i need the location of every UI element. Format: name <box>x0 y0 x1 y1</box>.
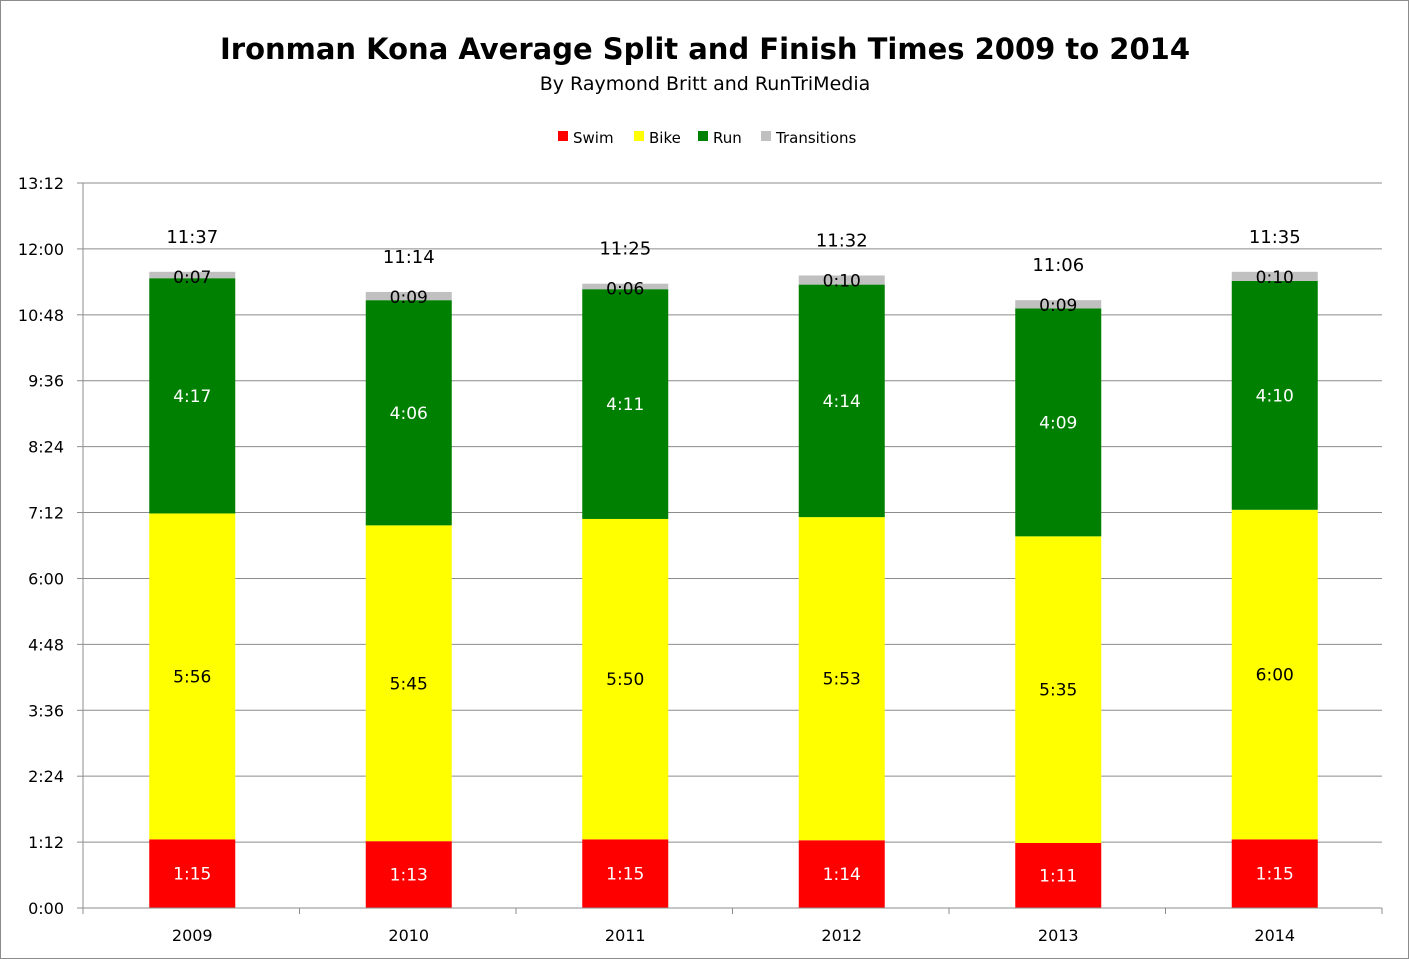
bar-swim-2010 <box>365 841 452 908</box>
bar-transitions-2012 <box>798 275 885 285</box>
data-label-swim: 1:15 <box>1256 865 1294 885</box>
y-tick-label: 4:48 <box>28 635 64 654</box>
legend-swatch-swim <box>558 131 568 141</box>
data-label-transitions: 0:10 <box>1256 268 1294 288</box>
y-tick-label: 2:24 <box>28 767 64 786</box>
legend: Swim Bike Run Transitions <box>558 129 857 147</box>
bar-run-2009 <box>149 278 236 514</box>
legend-swatch-bike <box>634 131 644 141</box>
bar-swim-2012 <box>798 840 885 908</box>
total-label: 11:25 <box>599 239 651 260</box>
bar-bike-2013 <box>1015 536 1102 844</box>
data-label-swim: 1:11 <box>1039 867 1077 887</box>
y-axis: 0:00 1:12 2:24 3:36 4:48 6:00 7:12 8:24 9:36 10:4… <box>18 174 84 918</box>
data-label-swim: 1:14 <box>823 865 861 885</box>
chart-subtitle: By Raymond Britt and RunTriMedia <box>540 73 871 95</box>
data-label-run: 4:06 <box>390 404 428 424</box>
bar-swim-2009 <box>149 839 236 908</box>
bar-run-2011 <box>582 289 669 519</box>
total-label: 11:37 <box>166 227 218 248</box>
y-tick-label: 1:12 <box>28 833 64 852</box>
bar-swim-2011 <box>582 839 669 908</box>
legend-label-swim: Swim <box>573 129 614 147</box>
bar-swim-2013 <box>1015 843 1102 908</box>
data-label-swim: 1:15 <box>173 865 211 885</box>
data-label-transitions: 0:06 <box>606 280 644 300</box>
bar-run-2010 <box>365 300 452 526</box>
legend-swatch-run <box>698 131 708 141</box>
y-tick-label: 13:12 <box>18 174 64 193</box>
data-label-swim: 1:15 <box>606 865 644 885</box>
bar-run-2013 <box>1015 308 1102 537</box>
data-label-transitions: 0:07 <box>173 268 211 288</box>
bar-transitions-2013 <box>1015 300 1102 309</box>
y-tick-label: 9:36 <box>28 372 64 391</box>
y-tick-label: 7:12 <box>28 504 64 523</box>
y-tick-label: 6:00 <box>28 569 64 588</box>
x-axis: 2009 2010 2011 2012 2013 2014 <box>82 907 1383 945</box>
legend-label-bike: Bike <box>649 129 681 147</box>
data-label-transitions: 0:10 <box>823 271 861 291</box>
bar-bike-2012 <box>798 517 885 841</box>
bar-run-2012 <box>798 284 885 518</box>
data-label-run: 4:17 <box>173 387 211 407</box>
bar-swim-2014 <box>1231 839 1318 908</box>
x-tick-label: 2013 <box>1038 926 1079 945</box>
data-label-swim: 1:13 <box>390 866 428 886</box>
bar-transitions-2014 <box>1231 271 1318 281</box>
data-label-run: 4:10 <box>1256 386 1294 406</box>
bar-bike-2009 <box>149 513 236 840</box>
y-tick-label: 12:00 <box>18 240 64 259</box>
x-tick-label: 2010 <box>388 926 429 945</box>
gridlines <box>83 182 1382 843</box>
y-tick-label: 8:24 <box>28 438 64 457</box>
bar-run-2014 <box>1231 280 1318 510</box>
total-label: 11:06 <box>1032 255 1084 276</box>
legend-label-transitions: Transitions <box>775 129 857 147</box>
data-label-transitions: 0:09 <box>390 288 428 308</box>
data-label-bike: 5:45 <box>390 674 428 694</box>
data-label-run: 4:11 <box>606 395 644 415</box>
legend-label-run: Run <box>713 129 742 147</box>
total-label: 11:32 <box>816 230 868 251</box>
bar-bike-2011 <box>582 518 669 840</box>
total-label: 11:14 <box>383 247 435 268</box>
data-label-bike: 6:00 <box>1256 666 1294 686</box>
data-label-bike: 5:35 <box>1039 681 1077 701</box>
x-tick-label: 2011 <box>605 926 646 945</box>
y-tick-label: 0:00 <box>28 899 64 918</box>
bar-bike-2014 <box>1231 509 1318 840</box>
data-label-bike: 5:53 <box>823 670 861 690</box>
bar-transitions-2009 <box>149 271 236 279</box>
y-tick-label: 3:36 <box>28 701 64 720</box>
x-tick-label: 2012 <box>821 926 862 945</box>
y-tick-label: 10:48 <box>18 306 64 325</box>
legend-swatch-transitions <box>761 131 771 141</box>
data-label-bike: 5:56 <box>173 667 211 687</box>
x-tick-label: 2014 <box>1254 926 1295 945</box>
data-label-run: 4:09 <box>1039 413 1077 433</box>
total-label: 11:35 <box>1249 227 1301 248</box>
bar-transitions-2011 <box>582 283 669 290</box>
bar-transitions-2010 <box>365 291 452 301</box>
bars: 1:15 5:56 4:17 0:07 11:37 1:13 5:45 4:06 0:09 11:… <box>149 227 1318 908</box>
bar-bike-2010 <box>365 525 452 842</box>
x-tick-label: 2009 <box>172 926 213 945</box>
chart-title: Ironman Kona Average Split and Finish Ti… <box>220 32 1190 66</box>
data-label-run: 4:14 <box>823 392 861 412</box>
data-label-bike: 5:50 <box>606 670 644 690</box>
data-label-transitions: 0:09 <box>1039 296 1077 316</box>
